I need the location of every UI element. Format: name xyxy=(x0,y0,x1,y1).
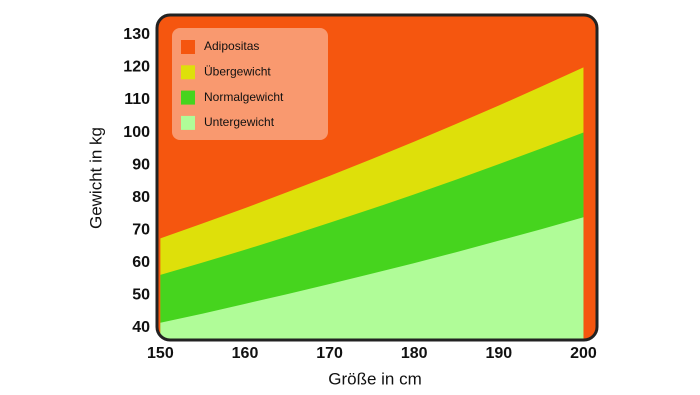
y-tick-label: 60 xyxy=(132,254,150,271)
y-axis-label: Gewicht in kg xyxy=(86,127,105,229)
legend: Adipositas Übergewicht Normalgewicht Unterg… xyxy=(172,28,328,140)
y-tick-label: 80 xyxy=(132,189,150,206)
y-tick-label: 120 xyxy=(123,59,150,76)
legend-label: Untergewicht xyxy=(204,115,275,129)
x-tick-label: 190 xyxy=(485,345,512,362)
plot-area xyxy=(157,15,597,340)
y-tick-label: 70 xyxy=(132,221,150,238)
y-tick-label: 90 xyxy=(132,156,150,173)
legend-label: Übergewicht xyxy=(204,64,271,78)
y-tick-label: 110 xyxy=(124,91,150,108)
y-tick-label: 50 xyxy=(132,287,150,304)
x-axis-label: Größe in cm xyxy=(328,369,422,388)
x-tick-label: 180 xyxy=(401,345,428,362)
y-tick-label: 40 xyxy=(132,319,150,336)
legend-label: Normalgewicht xyxy=(204,90,284,104)
x-tick-label: 150 xyxy=(147,345,174,362)
plot-frame xyxy=(155,13,599,342)
area-region xyxy=(160,217,584,340)
x-tick-label: 160 xyxy=(232,345,259,362)
legend-label: Adipositas xyxy=(204,39,259,53)
legend-box xyxy=(172,28,328,140)
legend-swatch xyxy=(181,40,195,54)
legend-swatch xyxy=(181,65,195,80)
y-tick-label: 100 xyxy=(123,124,150,141)
legend-swatch xyxy=(181,115,195,130)
x-tick-label: 170 xyxy=(316,345,343,362)
y-tick-label: 130 xyxy=(123,26,150,43)
legend-swatch xyxy=(181,90,195,105)
x-tick-label: 200 xyxy=(570,345,597,362)
